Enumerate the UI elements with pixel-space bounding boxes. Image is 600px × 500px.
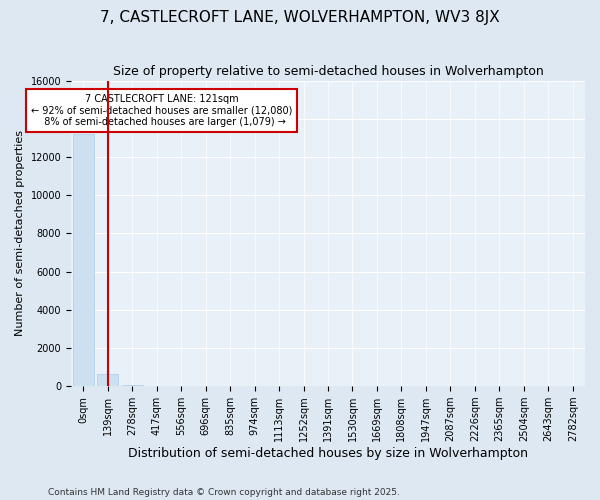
Bar — [73, 134, 94, 386]
Title: Size of property relative to semi-detached houses in Wolverhampton: Size of property relative to semi-detach… — [113, 65, 544, 78]
Text: 7, CASTLECROFT LANE, WOLVERHAMPTON, WV3 8JX: 7, CASTLECROFT LANE, WOLVERHAMPTON, WV3 … — [100, 10, 500, 25]
Y-axis label: Number of semi-detached properties: Number of semi-detached properties — [15, 130, 25, 336]
Bar — [122, 385, 143, 386]
Bar — [97, 374, 118, 386]
Text: Contains HM Land Registry data © Crown copyright and database right 2025.: Contains HM Land Registry data © Crown c… — [48, 488, 400, 497]
X-axis label: Distribution of semi-detached houses by size in Wolverhampton: Distribution of semi-detached houses by … — [128, 447, 528, 460]
Text: 7 CASTLECROFT LANE: 121sqm
← 92% of semi-detached houses are smaller (12,080)
  : 7 CASTLECROFT LANE: 121sqm ← 92% of semi… — [31, 94, 292, 127]
